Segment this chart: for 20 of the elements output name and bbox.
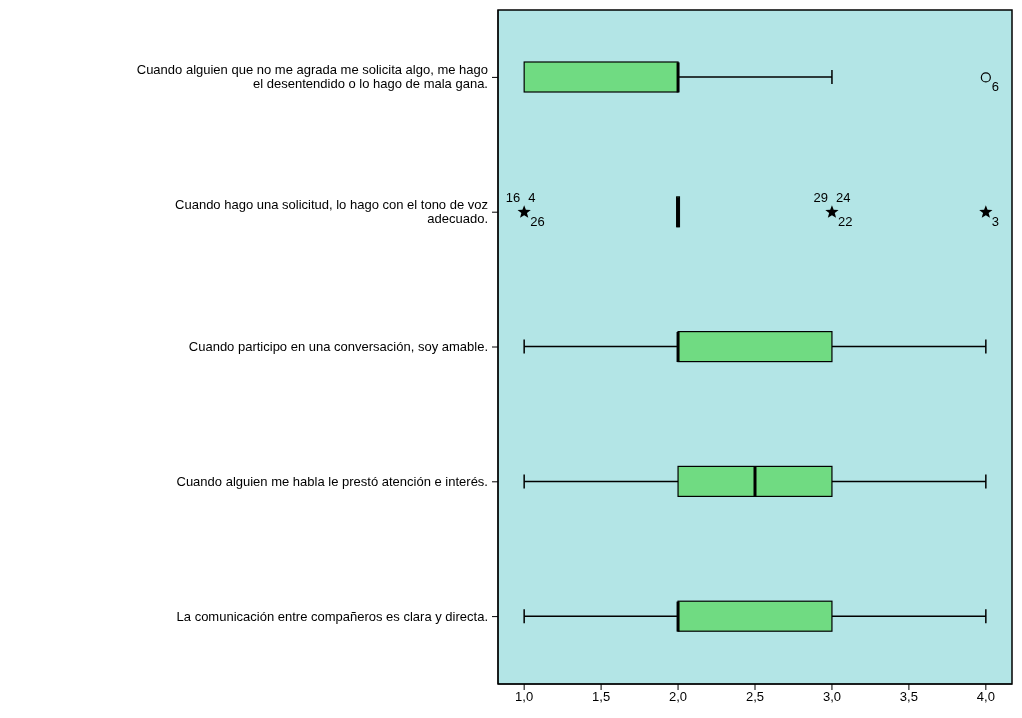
annotation: 24: [835, 190, 851, 206]
x-tick-label: 3,0: [822, 689, 841, 705]
annotation: 16: [505, 190, 521, 206]
annotation: 29: [813, 190, 828, 206]
annotation: 3: [991, 214, 1000, 230]
x-tick-label: 4,0: [976, 689, 995, 705]
x-tick-label: 1,5: [592, 689, 611, 705]
y-tick-label: Cuando alguien me habla le prestó atención e interés.: [176, 473, 488, 489]
y-tick-label: Cuando participo en una conversación, soy amable.: [188, 339, 488, 354]
y-tick-label: La comunicación entre compañeros es clara y directa.: [176, 608, 488, 624]
x-tick-label: 2,0: [669, 689, 688, 705]
x-tick-label: 3,5: [899, 689, 918, 705]
x-tick-label: 1,0: [515, 689, 534, 705]
annotation: 4: [528, 190, 536, 206]
y-tick-label: Cuando hago una solicitud, lo hago con el tono de voz adecuado.: [175, 197, 488, 227]
annotation: 22: [837, 214, 853, 230]
x-tick-label: 2,5: [745, 689, 765, 705]
annotation: 6: [991, 79, 1000, 95]
y-tick-label: Cuando alguien que no me agrada me solicita algo, me hago el desentendido o lo hago de mala gana.: [136, 62, 488, 92]
annotation: 26: [530, 214, 545, 230]
